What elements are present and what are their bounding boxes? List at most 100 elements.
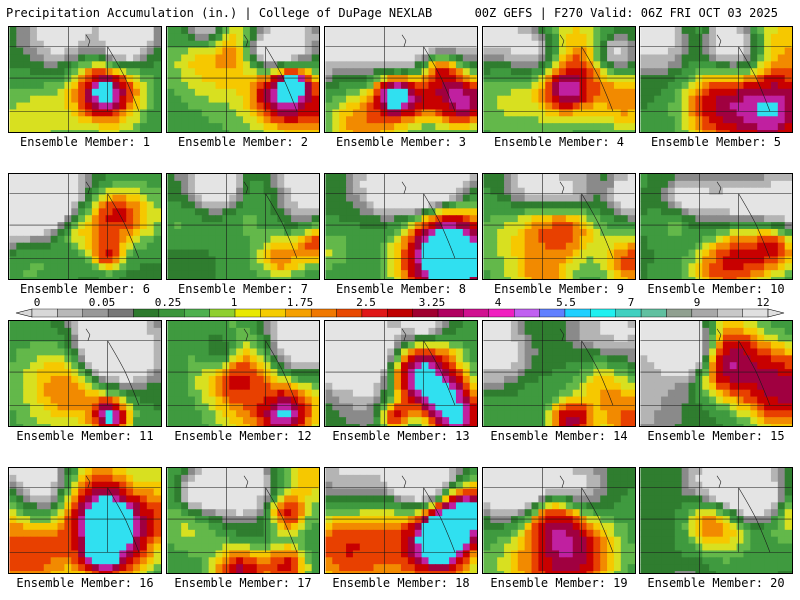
colorbar-segment xyxy=(57,308,83,318)
colorbar-right-arrow xyxy=(767,308,785,318)
ensemble-member-label: Ensemble Member: 9 xyxy=(493,282,625,296)
colorbar-tick-label: 1 xyxy=(231,296,238,309)
state-border-line xyxy=(559,34,565,47)
colorbar-segment xyxy=(82,308,109,318)
state-border-line xyxy=(401,328,407,341)
colorbar-tick-label: 7 xyxy=(628,296,635,309)
state-border-line xyxy=(107,193,140,259)
ensemble-member-panel: Ensemble Member: 1 xyxy=(8,26,162,149)
ensemble-member-label: Ensemble Member: 3 xyxy=(335,135,467,149)
state-border-line xyxy=(559,181,565,194)
ensemble-member-label: Ensemble Member: 6 xyxy=(19,282,151,296)
precipitation-map xyxy=(324,320,478,427)
ensemble-member-label: Ensemble Member: 8 xyxy=(335,282,467,296)
ensemble-member-panel: Ensemble Member: 10 xyxy=(639,173,793,296)
ensemble-member-label: Ensemble Member: 12 xyxy=(174,429,312,443)
state-border-line xyxy=(423,193,456,259)
ensemble-member-label: Ensemble Member: 5 xyxy=(650,135,782,149)
colorbar-segment xyxy=(260,308,286,318)
state-border-line xyxy=(581,193,614,259)
colorbar-segment xyxy=(412,308,439,318)
state-border-line xyxy=(265,193,298,259)
ensemble-member-panel: Ensemble Member: 8 xyxy=(324,173,478,296)
state-border-line xyxy=(85,475,91,488)
precipitation-map xyxy=(324,173,478,280)
ensemble-member-panel: Ensemble Member: 2 xyxy=(166,26,320,149)
state-border-line xyxy=(581,487,614,553)
precipitation-map xyxy=(8,467,162,574)
ensemble-member-label: Ensemble Member: 10 xyxy=(647,282,785,296)
colorbar-segment xyxy=(691,308,718,318)
precipitation-map xyxy=(639,467,793,574)
ensemble-member-label: Ensemble Member: 16 xyxy=(16,576,154,590)
ensemble-member-label: Ensemble Member: 7 xyxy=(177,282,309,296)
ensemble-member-panel: Ensemble Member: 7 xyxy=(166,173,320,296)
precipitation-map xyxy=(8,320,162,427)
colorbar-segment xyxy=(285,308,312,318)
ensemble-member-label: Ensemble Member: 20 xyxy=(647,576,785,590)
colorbar-segment xyxy=(209,308,236,318)
state-border-line xyxy=(107,487,140,553)
colorbar-segment xyxy=(31,308,58,318)
state-border-line xyxy=(738,340,771,406)
ensemble-member-panel: Ensemble Member: 5 xyxy=(639,26,793,149)
state-border-line xyxy=(559,328,565,341)
state-border-line xyxy=(265,340,298,406)
chart-title: Precipitation Accumulation (in.) | Colle… xyxy=(6,6,433,20)
colorbar-segment xyxy=(590,308,616,318)
ensemble-member-panel: Ensemble Member: 12 xyxy=(166,320,320,443)
colorbar-segment xyxy=(539,308,566,318)
precipitation-map xyxy=(639,320,793,427)
state-border-line xyxy=(423,487,456,553)
precipitation-map xyxy=(482,320,636,427)
ensemble-member-label: Ensemble Member: 13 xyxy=(332,429,470,443)
state-border-line xyxy=(581,340,614,406)
ensemble-member-panel: Ensemble Member: 15 xyxy=(639,320,793,443)
state-border-line xyxy=(581,46,614,112)
colorbar-segment xyxy=(514,308,540,318)
state-border-line xyxy=(243,328,249,341)
colorbar-segment xyxy=(615,308,642,318)
colorbar-tick-label: 3.25 xyxy=(419,296,446,309)
state-border-line xyxy=(738,193,771,259)
precipitation-map xyxy=(166,26,320,133)
state-border-line xyxy=(401,34,407,47)
ensemble-member-panel: Ensemble Member: 4 xyxy=(482,26,636,149)
ensemble-member-panel: Ensemble Member: 6 xyxy=(8,173,162,296)
ensemble-member-label: Ensemble Member: 17 xyxy=(174,576,312,590)
precipitation-map xyxy=(166,173,320,280)
colorbar-tick-label: 4 xyxy=(495,296,502,309)
colorbar-segment xyxy=(488,308,515,318)
colorbar-segment xyxy=(666,308,693,318)
precipitation-map xyxy=(166,320,320,427)
colorbar-tick-label: 5.5 xyxy=(556,296,576,309)
colorbar-segment xyxy=(742,308,769,318)
colorbar-left-arrow xyxy=(15,308,33,318)
ensemble-member-panel: Ensemble Member: 16 xyxy=(8,467,162,590)
precipitation-map xyxy=(482,467,636,574)
colorbar-segment xyxy=(387,308,413,318)
ensemble-member-label: Ensemble Member: 19 xyxy=(490,576,628,590)
state-border-line xyxy=(265,487,298,553)
colorbar-segment xyxy=(564,308,591,318)
colorbar-tick-label: 0.05 xyxy=(89,296,116,309)
ensemble-member-label: Ensemble Member: 2 xyxy=(177,135,309,149)
colorbar-segment xyxy=(437,308,464,318)
state-border-line xyxy=(716,328,722,341)
colorbar-tick-label: 0 xyxy=(34,296,41,309)
state-border-line xyxy=(401,181,407,194)
ensemble-member-panel: Ensemble Member: 13 xyxy=(324,320,478,443)
precipitation-map xyxy=(324,26,478,133)
state-border-line xyxy=(423,46,456,112)
colorbar-segment xyxy=(184,308,210,318)
colorbar: 0 0.05 0.25 1 1.75 2.5 3.25 4 5.5 7 9 12 xyxy=(15,296,785,318)
state-border-line xyxy=(423,340,456,406)
state-border-line xyxy=(243,34,249,47)
ensemble-member-label: Ensemble Member: 15 xyxy=(647,429,785,443)
colorbar-segment xyxy=(310,308,337,318)
precipitation-map xyxy=(324,467,478,574)
precipitation-map xyxy=(482,26,636,133)
colorbar-tick-label: 0.25 xyxy=(155,296,182,309)
state-border-line xyxy=(243,475,249,488)
state-border-line xyxy=(85,181,91,194)
